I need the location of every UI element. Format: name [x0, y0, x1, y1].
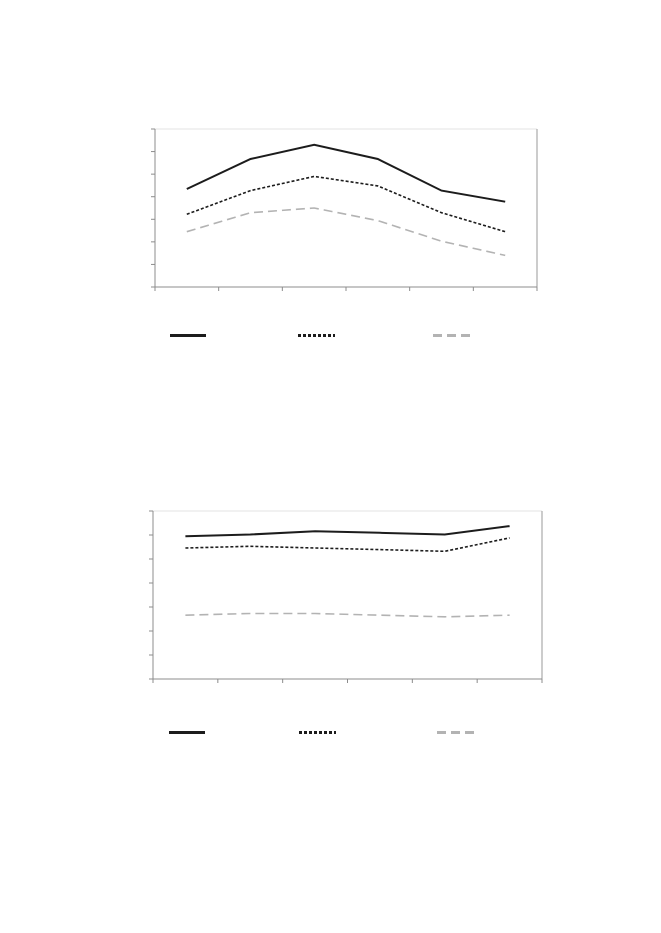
legend-sample-gray-dash-line — [433, 334, 470, 337]
legend-sample-fine-dash-line — [298, 334, 335, 337]
bottom-line-chart — [133, 501, 562, 734]
legend-sample-solid-line — [170, 334, 206, 337]
top-chart-plot-canvas — [151, 128, 538, 291]
bottom-chart-plot-canvas — [149, 510, 543, 683]
legend-sample-fine-dash-line — [299, 731, 336, 734]
legend-sample-solid-line — [169, 731, 205, 734]
legend-sample-gray-dash-line — [437, 731, 474, 734]
top-line-chart — [135, 119, 557, 337]
